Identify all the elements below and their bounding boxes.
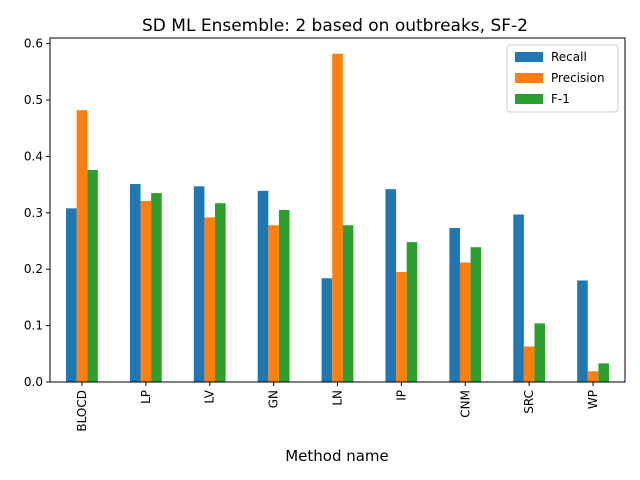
bar-precision-lp xyxy=(140,200,152,382)
bar-precision-lv xyxy=(204,217,216,382)
bar-recall-src xyxy=(513,214,524,382)
y-tick-label: 0.6 xyxy=(24,37,43,51)
legend-swatch-recall xyxy=(515,52,543,62)
bar-recall-blocd xyxy=(66,208,77,382)
x-tick-label-wp: WP xyxy=(586,390,600,409)
legend-label-recall: Recall xyxy=(551,50,587,64)
bar-f1-src xyxy=(534,323,546,382)
y-tick-label: 0.1 xyxy=(24,319,43,333)
bar-f1-ln xyxy=(342,225,354,382)
x-tick-label-cnm: CNM xyxy=(458,390,472,418)
bar-precision-ip xyxy=(396,272,407,382)
x-tick-label-ln: LN xyxy=(331,390,345,406)
bar-f1-wp xyxy=(598,363,609,382)
bar-f1-ip xyxy=(406,242,418,382)
x-axis-label: Method name xyxy=(285,447,389,465)
x-tick-label-blocd: BLOCD xyxy=(75,390,89,432)
bar-recall-cnm xyxy=(449,228,460,382)
legend: Recall Precision F-1 xyxy=(506,44,619,113)
x-tick-label-lp: LP xyxy=(139,390,153,404)
legend-swatch-f1 xyxy=(515,94,543,104)
bar-recall-ln xyxy=(321,278,333,382)
x-tick-label-lv: LV xyxy=(203,389,217,403)
bar-f1-lv xyxy=(215,203,226,382)
bar-f1-lp xyxy=(151,193,162,382)
x-tick-label-src: SRC xyxy=(522,390,536,414)
y-tick-label: 0.2 xyxy=(24,262,43,276)
x-axis: BLOCD LP LV GN LN IP CNM SRC WP xyxy=(75,382,600,432)
bar-precision-wp xyxy=(587,371,599,382)
legend-label-f1: F-1 xyxy=(551,92,570,106)
y-tick-label: 0.0 xyxy=(24,375,43,389)
y-tick-label: 0.5 xyxy=(24,93,43,107)
bar-recall-lv xyxy=(193,186,205,382)
bar-f1-cnm xyxy=(470,247,482,382)
x-tick-label-gn: GN xyxy=(267,390,281,408)
bar-recall-lp xyxy=(129,184,141,382)
bar-precision-blocd xyxy=(76,110,88,383)
y-tick-label: 0.3 xyxy=(24,206,43,220)
x-tick-label-ip: IP xyxy=(394,390,408,401)
bar-precision-ln xyxy=(332,53,343,383)
legend-label-precision: Precision xyxy=(551,71,605,85)
bar-recall-gn xyxy=(257,190,269,382)
bar-f1-gn xyxy=(278,210,290,382)
y-tick-label: 0.4 xyxy=(24,149,43,163)
bar-recall-ip xyxy=(385,189,397,382)
bars-group xyxy=(66,53,609,383)
legend-swatch-precision xyxy=(515,73,543,83)
y-axis: 0.0 0.1 0.2 0.3 0.4 0.5 0.6 xyxy=(24,37,50,389)
bar-precision-gn xyxy=(268,225,279,382)
bar-f1-blocd xyxy=(87,169,98,382)
bar-precision-cnm xyxy=(459,262,471,382)
bar-precision-src xyxy=(523,346,535,382)
chart-title: SD ML Ensemble: 2 based on outbreaks, SF… xyxy=(142,16,528,36)
bar-recall-wp xyxy=(577,280,588,382)
